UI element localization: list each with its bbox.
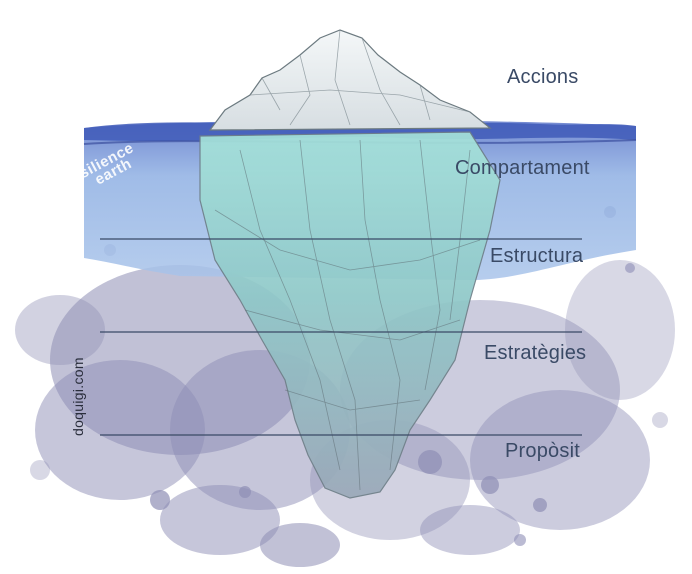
level-label-comportament: Compartament bbox=[455, 157, 590, 179]
level-label-proposit: Propòsit bbox=[505, 440, 580, 462]
level-label-estructura: Estructura bbox=[490, 245, 584, 267]
iceberg-tip bbox=[208, 29, 492, 131]
doquigi-watermark: doquigi.com bbox=[70, 357, 86, 436]
level-label-estrategies: Estratègies bbox=[484, 342, 587, 364]
level-label-accions: Accions bbox=[507, 66, 579, 88]
iceberg-underwater bbox=[199, 131, 501, 499]
level-lines bbox=[100, 238, 582, 436]
